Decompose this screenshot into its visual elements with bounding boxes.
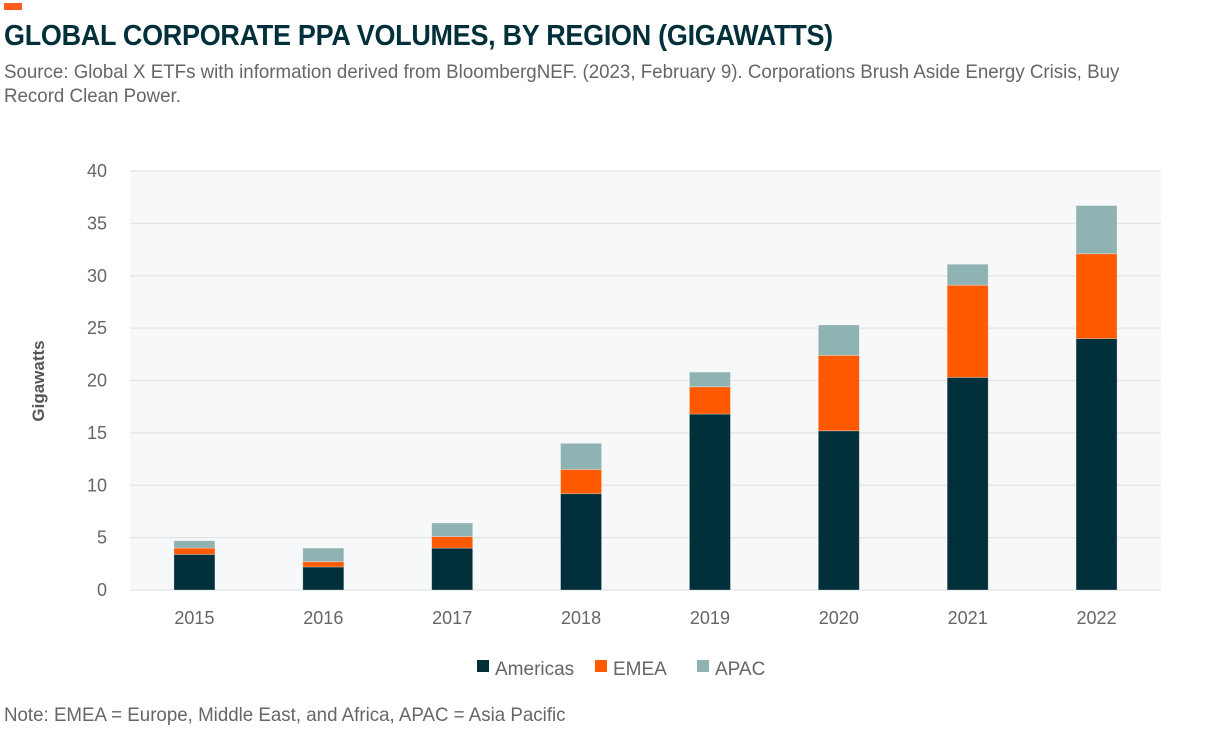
- x-tick-label: 2016: [303, 608, 343, 628]
- x-tick-label: 2015: [174, 608, 214, 628]
- bars: [173, 205, 1118, 591]
- bar-emea-2019: [689, 386, 731, 415]
- bar-apac-2020: [817, 324, 860, 356]
- bar-stack-2015: [173, 540, 216, 591]
- bar-apac-2022: [1075, 205, 1118, 255]
- y-tick-label: 30: [87, 266, 107, 286]
- x-axis-ticks: 2015 2016 2017 2018 2019 2020 2021 2022: [174, 608, 1116, 628]
- bar-emea-2020: [817, 354, 860, 432]
- bar-stack-2020: [817, 324, 860, 591]
- y-tick-label: 40: [87, 161, 107, 181]
- legend-item-emea: EMEA: [595, 659, 667, 680]
- y-axis-title: Gigawatts: [29, 340, 48, 421]
- footnote: Note: EMEA = Europe, Middle East, and Af…: [4, 704, 566, 726]
- bar-americas-2017: [431, 547, 474, 591]
- bar-emea-2018: [560, 469, 602, 495]
- legend: Americas EMEA APAC: [477, 659, 765, 680]
- legend-item-apac: APAC: [697, 659, 765, 680]
- bar-stack-2019: [689, 371, 731, 591]
- legend-item-americas: Americas: [477, 659, 574, 680]
- bar-apac-2021: [946, 263, 989, 286]
- chart-title: GLOBAL CORPORATE PPA VOLUMES, BY REGION …: [4, 20, 833, 52]
- bar-americas-2022: [1075, 338, 1118, 591]
- x-tick-label: 2022: [1077, 608, 1117, 628]
- x-tick-label: 2018: [561, 608, 601, 628]
- bar-americas-2015: [173, 553, 216, 591]
- x-tick-label: 2019: [690, 608, 730, 628]
- bar-americas-2019: [689, 413, 731, 591]
- legend-swatch: [477, 660, 489, 672]
- bar-emea-2015: [173, 547, 216, 555]
- y-tick-label: 20: [87, 371, 107, 391]
- x-tick-label: 2021: [948, 608, 988, 628]
- legend-label: APAC: [715, 659, 765, 680]
- bar-emea-2022: [1075, 253, 1118, 340]
- bar-americas-2016: [302, 566, 345, 591]
- bar-apac-2016: [302, 547, 345, 563]
- y-tick-label: 35: [87, 213, 107, 233]
- y-tick-label: 15: [87, 423, 107, 443]
- legend-label: Americas: [495, 659, 574, 680]
- bar-apac-2019: [689, 371, 731, 388]
- bar-apac-2015: [173, 540, 216, 549]
- bar-apac-2018: [560, 442, 602, 470]
- bar-emea-2021: [946, 284, 989, 378]
- bar-stack-2017: [431, 522, 474, 591]
- y-tick-label: 25: [87, 318, 107, 338]
- accent-bar: [4, 3, 22, 10]
- y-tick-label: 0: [97, 580, 107, 600]
- legend-swatch: [595, 660, 607, 672]
- bar-stack-2022: [1075, 205, 1118, 591]
- legend-label: EMEA: [613, 659, 667, 680]
- bar-americas-2020: [817, 430, 860, 591]
- bar-emea-2016: [302, 561, 345, 568]
- source-text: Source: Global X ETFs with information d…: [4, 61, 1120, 107]
- y-axis-ticks: 0 5 10 15 20 25 30 35 40: [87, 161, 107, 600]
- x-tick-label: 2020: [819, 608, 859, 628]
- gridlines: [130, 170, 1161, 591]
- x-tick-label: 2017: [432, 608, 472, 628]
- y-tick-label: 5: [97, 528, 107, 548]
- y-tick-label: 10: [87, 475, 107, 495]
- bar-apac-2017: [431, 522, 474, 537]
- bar-stack-2021: [946, 263, 989, 591]
- bar-emea-2017: [431, 536, 474, 549]
- bar-americas-2021: [946, 376, 989, 591]
- bar-stack-2018: [560, 442, 602, 591]
- legend-swatch: [697, 660, 709, 672]
- bar-stack-2016: [302, 547, 345, 591]
- bar-americas-2018: [560, 493, 602, 591]
